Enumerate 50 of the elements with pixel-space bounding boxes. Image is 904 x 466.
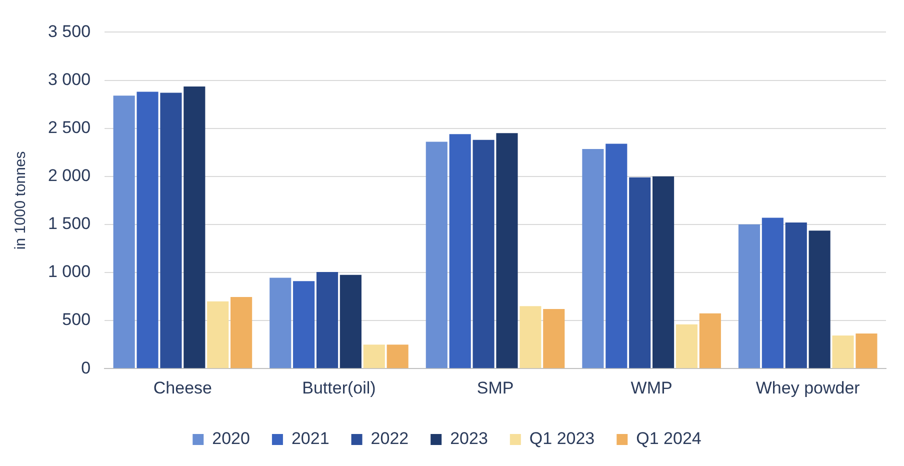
bar (762, 218, 784, 368)
bar (606, 144, 628, 368)
bar (184, 86, 206, 368)
y-tick-label: 2 500 (48, 118, 91, 137)
x-tick-label: Butter(oil) (302, 378, 376, 398)
legend-label: Q1 2024 (636, 429, 702, 448)
bar (832, 335, 854, 368)
bar (386, 344, 408, 368)
bar (496, 133, 518, 368)
bar (629, 177, 651, 368)
legend-label: 2022 (370, 429, 409, 448)
bar (699, 313, 721, 368)
y-tick-label: 1 000 (48, 262, 91, 282)
bar (270, 278, 292, 368)
y-tick-label: 2 000 (48, 166, 91, 186)
y-tick-label: 3 000 (48, 70, 91, 89)
bar (676, 324, 698, 368)
bar (207, 301, 229, 368)
y-tick-label: 1 500 (48, 214, 91, 234)
x-tick-label: Whey powder (756, 378, 860, 398)
bar (113, 96, 135, 368)
bar (856, 334, 878, 368)
bar (543, 309, 565, 368)
bar (738, 224, 760, 368)
legend-label: Q1 2023 (529, 429, 595, 448)
y-tick-label: 3 500 (48, 22, 91, 41)
legend-label: 2020 (212, 429, 250, 448)
y-tick-label: 0 (81, 358, 91, 378)
bar (652, 176, 674, 368)
legend-label: 2021 (291, 429, 330, 448)
bar (808, 230, 830, 368)
y-axis-title: in 1000 tonnes (12, 151, 30, 250)
bar (520, 306, 542, 368)
bar (472, 140, 494, 368)
legend-label: 2023 (450, 429, 488, 448)
bar (230, 296, 252, 368)
bar (449, 134, 471, 368)
x-tick-label: SMP (476, 378, 514, 398)
bar (340, 274, 362, 368)
bar (160, 92, 182, 368)
bar (316, 272, 338, 368)
bar (293, 281, 315, 368)
bar (582, 148, 604, 368)
bar (363, 344, 385, 368)
x-tick-label: WMP (630, 378, 672, 398)
x-tick-label: Cheese (153, 378, 212, 398)
y-tick-label: 500 (62, 310, 91, 330)
bar (785, 222, 807, 368)
bar (136, 92, 158, 368)
bar (426, 142, 448, 368)
